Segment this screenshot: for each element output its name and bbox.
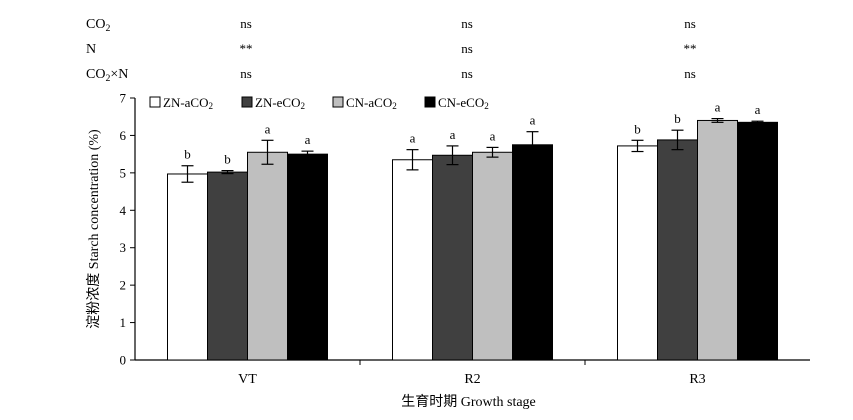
legend-entry: ZN-eCO2 [255,95,306,111]
bar-zn-eco2 [657,139,698,361]
stat-cell: ns [461,66,473,81]
legend-entry-sub: 2 [209,101,214,111]
legend-entry-main: ZN-aCO [163,95,209,110]
legend-entry-main: CN-aCO [346,95,392,110]
stat-cell: ns [461,41,473,56]
y-tick-label: 4 [120,203,127,218]
stat-cell: ns [240,66,252,81]
legend-swatch [149,96,161,108]
bar-cn-aco2 [472,151,513,361]
y-tick-label: 2 [120,278,127,293]
x-axis-title: 生育时期 Growth stage [401,394,536,410]
legend: ZN-aCO2 ZN-eCO2 CN-aCO2 CN-eCO2 [149,95,489,111]
bar-cn-eco2 [737,121,778,361]
y-axis-title: 淀粉浓度 Starch concentration (%) [86,129,102,329]
stat-cell: ns [684,66,696,81]
legend-entry: ZN-aCO2 [163,95,214,111]
legend-swatch [332,96,344,108]
bar-zn-aco2 [617,145,658,361]
legend-entry-sub: 2 [301,101,306,111]
legend-entry-main: ZN-eCO [255,95,301,110]
significance-letter: a [530,113,536,128]
x-category-label: R2 [464,372,480,387]
bar-zn-eco2 [207,171,248,361]
y-tick-label: 6 [120,128,127,143]
bar-zn-aco2 [167,173,208,361]
y-tick-label: 0 [120,353,127,368]
stat-cell: ** [240,41,253,56]
x-category-label: R3 [689,372,705,387]
stat-row-label-main: CO [86,67,105,82]
y-tick-label: 7 [120,91,127,106]
legend-entry: CN-aCO2 [346,95,397,111]
bar-cn-aco2 [697,119,738,361]
x-category-label: VT [238,372,257,387]
legend-entry-main: CN-eCO [438,95,484,110]
bar-zn-aco2 [392,159,433,361]
bar-cn-eco2 [287,153,328,361]
stat-row-label-main: CO [86,17,105,32]
y-tick-label: 5 [120,165,127,180]
legend-entry-sub: 2 [484,101,489,111]
legend-entry: CN-eCO2 [438,95,489,111]
stats-table: CO2 ns ns nsN ** ns **CO2×N ns ns ns [86,16,697,84]
legend-entry-sub: 2 [392,101,397,111]
legend-swatch [241,96,253,108]
significance-letter: a [715,100,721,115]
stat-row-label: CO2×N [86,67,128,84]
y-tick-label: 1 [120,315,127,330]
significance-letter: a [490,128,496,143]
stat-cell: ** [684,41,697,56]
stat-cell: ns [461,16,473,31]
stat-row-label-sub: 2 [105,23,110,34]
significance-letter: a [410,131,416,146]
stat-cell: ns [240,16,252,31]
y-tick-label: 3 [120,240,127,255]
stat-row-label-main: N [86,42,96,57]
significance-letter: b [184,147,191,162]
stat-row-label: CO2 [86,17,110,34]
bar-cn-aco2 [247,151,288,361]
significance-letter: a [450,127,456,142]
stat-row-label-tail: ×N [110,67,128,82]
significance-letter: b [674,111,681,126]
axis-labels: 淀粉浓度 Starch concentration (%) 生育时期 Growth… [86,129,536,410]
significance-letter: b [224,152,231,167]
significance-letter: a [755,102,761,117]
significance-letter: a [265,121,271,136]
stat-row-label: N [86,42,96,57]
significance-letter: a [305,132,311,147]
bar-cn-eco2 [512,144,553,361]
legend-swatch [424,96,436,108]
significance-letter: b [634,121,641,136]
stat-row-label-sub: 2 [105,73,110,84]
bars: b b a a a a a a b b a a [167,100,778,361]
bar-zn-eco2 [432,154,473,361]
stat-cell: ns [684,16,696,31]
